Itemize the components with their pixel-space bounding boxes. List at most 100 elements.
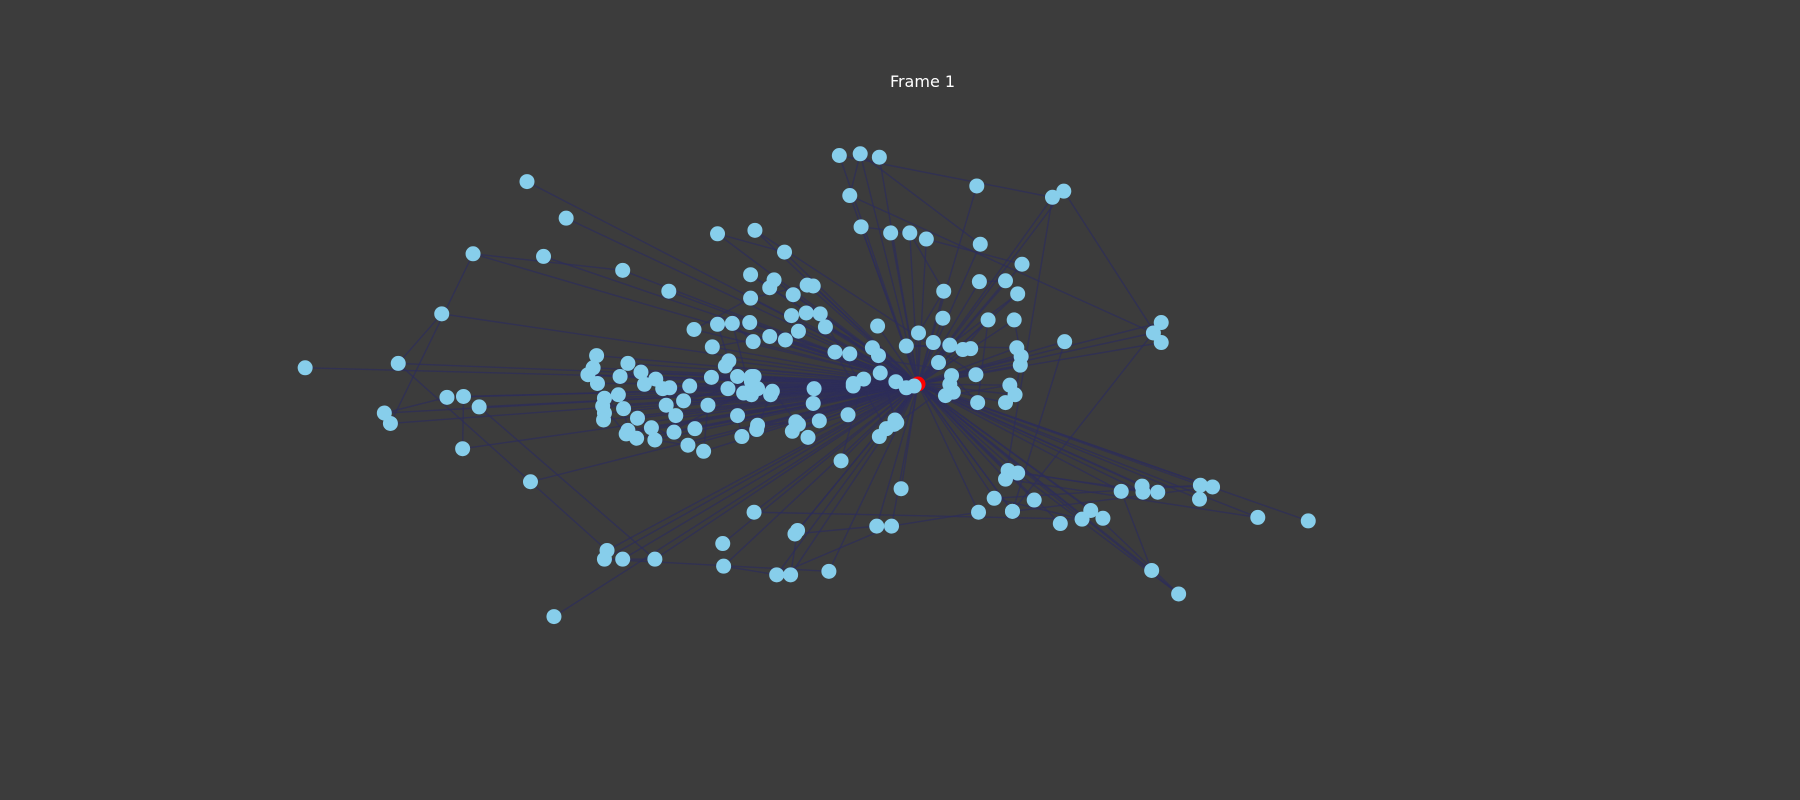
graph-edge: [917, 196, 1054, 385]
graph-node: [1012, 357, 1028, 373]
graph-edge: [917, 383, 1153, 572]
graph-node: [870, 318, 886, 334]
graph-node: [787, 526, 803, 542]
graph-edge: [917, 190, 1065, 385]
graph-edge: [1005, 478, 1258, 519]
graph-node: [648, 371, 664, 387]
graph-node: [811, 413, 827, 429]
graph-node: [1014, 256, 1030, 272]
graph-node: [935, 310, 951, 326]
graph-node: [750, 417, 766, 433]
graph-node: [661, 283, 677, 299]
graph-node: [784, 423, 800, 439]
graph-node: [769, 567, 785, 583]
graph-edge: [807, 383, 919, 439]
graph-edge: [461, 396, 465, 449]
graph-node: [1056, 183, 1072, 199]
graph-node: [589, 375, 605, 391]
graph-node: [871, 149, 887, 165]
graph-node: [902, 225, 918, 241]
graph-edge: [840, 383, 919, 462]
graph-edge: [917, 383, 1122, 492]
graph-edge: [441, 313, 919, 385]
graph-node: [963, 341, 979, 357]
graph-edge: [723, 565, 777, 576]
graph-node: [730, 408, 746, 424]
graph-node: [777, 332, 793, 348]
graph-edge: [876, 383, 919, 527]
graph-node: [471, 399, 487, 415]
graph-edge: [750, 284, 808, 299]
graph-edge: [754, 511, 1083, 520]
graph-edge: [397, 313, 443, 364]
graph-node: [1010, 286, 1026, 302]
graph-node: [730, 368, 746, 384]
graph-node: [762, 328, 778, 344]
graph-node: [931, 355, 947, 371]
graph-node: [558, 210, 574, 226]
graph-node: [1192, 477, 1208, 493]
graph-node: [800, 429, 816, 445]
graph-node: [596, 412, 612, 428]
graph-node: [382, 415, 398, 431]
graph-node: [842, 188, 858, 204]
graph-node: [812, 306, 828, 322]
graph-node: [998, 273, 1013, 289]
graph-node: [743, 267, 759, 283]
graph-edge: [877, 325, 919, 385]
graph-node: [783, 308, 799, 324]
graph-node: [972, 236, 988, 252]
graph-node: [439, 389, 455, 405]
graph-node: [1006, 312, 1022, 328]
graph-node: [898, 338, 914, 354]
graph-node: [662, 380, 678, 396]
graph-node: [783, 567, 799, 583]
graph-node: [676, 393, 692, 409]
graph-node: [522, 474, 538, 490]
graph-node: [546, 609, 562, 625]
graph-node: [889, 415, 905, 431]
graph-node: [536, 248, 552, 264]
graph-node: [1192, 491, 1208, 507]
graph-node: [1250, 509, 1266, 525]
graph-node: [703, 369, 719, 385]
graph-edge: [1011, 322, 1162, 512]
graph-node: [883, 225, 899, 241]
graph-node: [720, 381, 736, 397]
graph-node: [980, 312, 996, 328]
graph-node: [937, 388, 953, 404]
graph-edge: [723, 383, 919, 567]
graph-node: [747, 222, 763, 238]
graph-node: [612, 368, 628, 384]
graph-edge: [397, 362, 531, 483]
graph-node: [827, 344, 843, 360]
graph-node: [743, 290, 759, 306]
graph-node: [633, 364, 649, 380]
graph-node: [821, 563, 837, 579]
graph-node: [1153, 315, 1169, 331]
graph-node: [696, 443, 712, 459]
graph-node: [615, 551, 631, 567]
graph-edge: [917, 383, 1159, 493]
graph-edge: [784, 251, 919, 385]
graph-node: [455, 441, 471, 457]
graph-node: [893, 481, 909, 497]
graph-edge: [917, 383, 980, 513]
graph-edge: [478, 406, 656, 560]
graph-node: [1095, 510, 1111, 526]
graph-node: [686, 322, 702, 337]
graph-node: [942, 337, 958, 353]
graph-node: [971, 504, 987, 520]
graph-node: [1205, 479, 1221, 495]
graph-edge: [794, 525, 877, 535]
graph-node: [853, 219, 869, 235]
graph-edge: [917, 383, 1016, 396]
graph-node: [1010, 465, 1026, 481]
graph-edge: [769, 287, 919, 385]
graph-edge: [776, 525, 892, 576]
graph-edge: [828, 383, 919, 572]
graph-node: [700, 397, 716, 413]
graph-edge: [1017, 472, 1158, 493]
graph-node: [1150, 484, 1166, 500]
